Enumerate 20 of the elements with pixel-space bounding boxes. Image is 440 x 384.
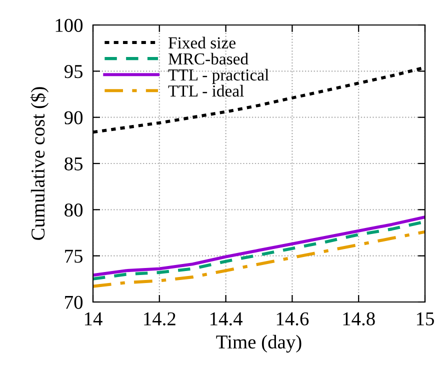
y-tick-label: 95 bbox=[64, 65, 83, 78]
x-tick-label: 14.6 bbox=[276, 312, 309, 326]
y-axis-title: Cumulative cost ($) bbox=[30, 87, 49, 240]
y-tick-label: 100 bbox=[56, 18, 83, 32]
y-tick-label: 70 bbox=[65, 296, 83, 309]
x-axis-title: Time (day) bbox=[216, 334, 302, 353]
y-tick-label: 80 bbox=[64, 203, 83, 217]
y-tick-label: 75 bbox=[65, 250, 83, 263]
x-tick-label: 14.2 bbox=[144, 312, 176, 326]
legend-label: MRC-based bbox=[168, 52, 248, 65]
legend-label: TTL - ideal bbox=[168, 84, 244, 97]
legend-label: TTL - practical bbox=[168, 68, 269, 84]
x-tick-label: 14.8 bbox=[343, 312, 375, 326]
y-tick-label: 85 bbox=[64, 157, 83, 170]
x-tick-label: 14 bbox=[84, 312, 102, 326]
x-tick-label: 15 bbox=[416, 312, 434, 326]
legend-label: Fixed size bbox=[168, 36, 236, 48]
x-tick-label: 14.4 bbox=[210, 312, 243, 326]
line-series bbox=[93, 230, 425, 288]
y-tick-label: 90 bbox=[64, 111, 83, 124]
